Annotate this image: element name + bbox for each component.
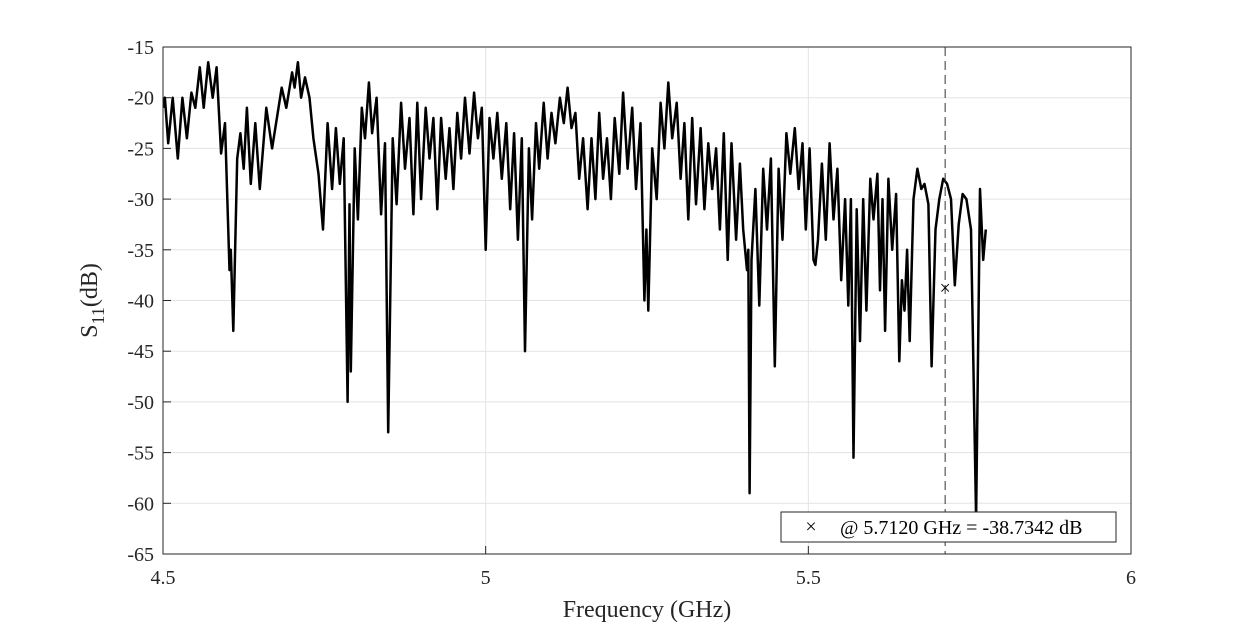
x-tick-label: 5	[481, 567, 491, 589]
y-tick-label: -65	[127, 544, 154, 566]
y-tick-label: -30	[127, 189, 154, 211]
x-tick-label: 5.5	[796, 567, 821, 589]
y-axis-label-subscript: 11	[88, 307, 108, 324]
y-tick-label: -40	[127, 291, 154, 313]
y-tick-label: -45	[127, 341, 154, 363]
y-tick-label: -15	[127, 37, 154, 59]
tick-labels: 4.5 5 5.5 6 -65 -60 -55 -50 -45 -40 -35 -30 -25 -20 -1…	[127, 37, 1136, 589]
y-tick-label: -35	[127, 240, 154, 262]
y-axis-label-unit: (dB)	[77, 263, 103, 307]
x-axis-label: Frequency (GHz)	[563, 597, 732, 623]
marker-point: ×	[940, 278, 951, 300]
y-tick-label: -50	[127, 392, 154, 414]
y-tick-label: -25	[127, 138, 154, 160]
plot-frame	[162, 46, 1132, 555]
series-line	[163, 60, 988, 520]
legend-marker-symbol: ×	[805, 516, 816, 538]
x-tick-label: 4.5	[151, 567, 176, 589]
legend-entry: @ 5.7120 GHz = -38.7342 dB	[840, 517, 1082, 539]
marker-layer: ×	[940, 47, 951, 554]
y-axis-label-main: S	[77, 324, 103, 337]
legend: × @ 5.7120 GHz = -38.7342 dB	[780, 511, 1117, 543]
y-axis-label: S11(dB)	[77, 263, 108, 338]
series	[163, 60, 988, 520]
y-tick-label: -55	[127, 443, 154, 465]
y-tick-label: -20	[127, 88, 154, 110]
x-tick-label: 6	[1126, 567, 1136, 589]
y-tick-label: -60	[127, 493, 154, 515]
legend-box	[780, 511, 1117, 543]
